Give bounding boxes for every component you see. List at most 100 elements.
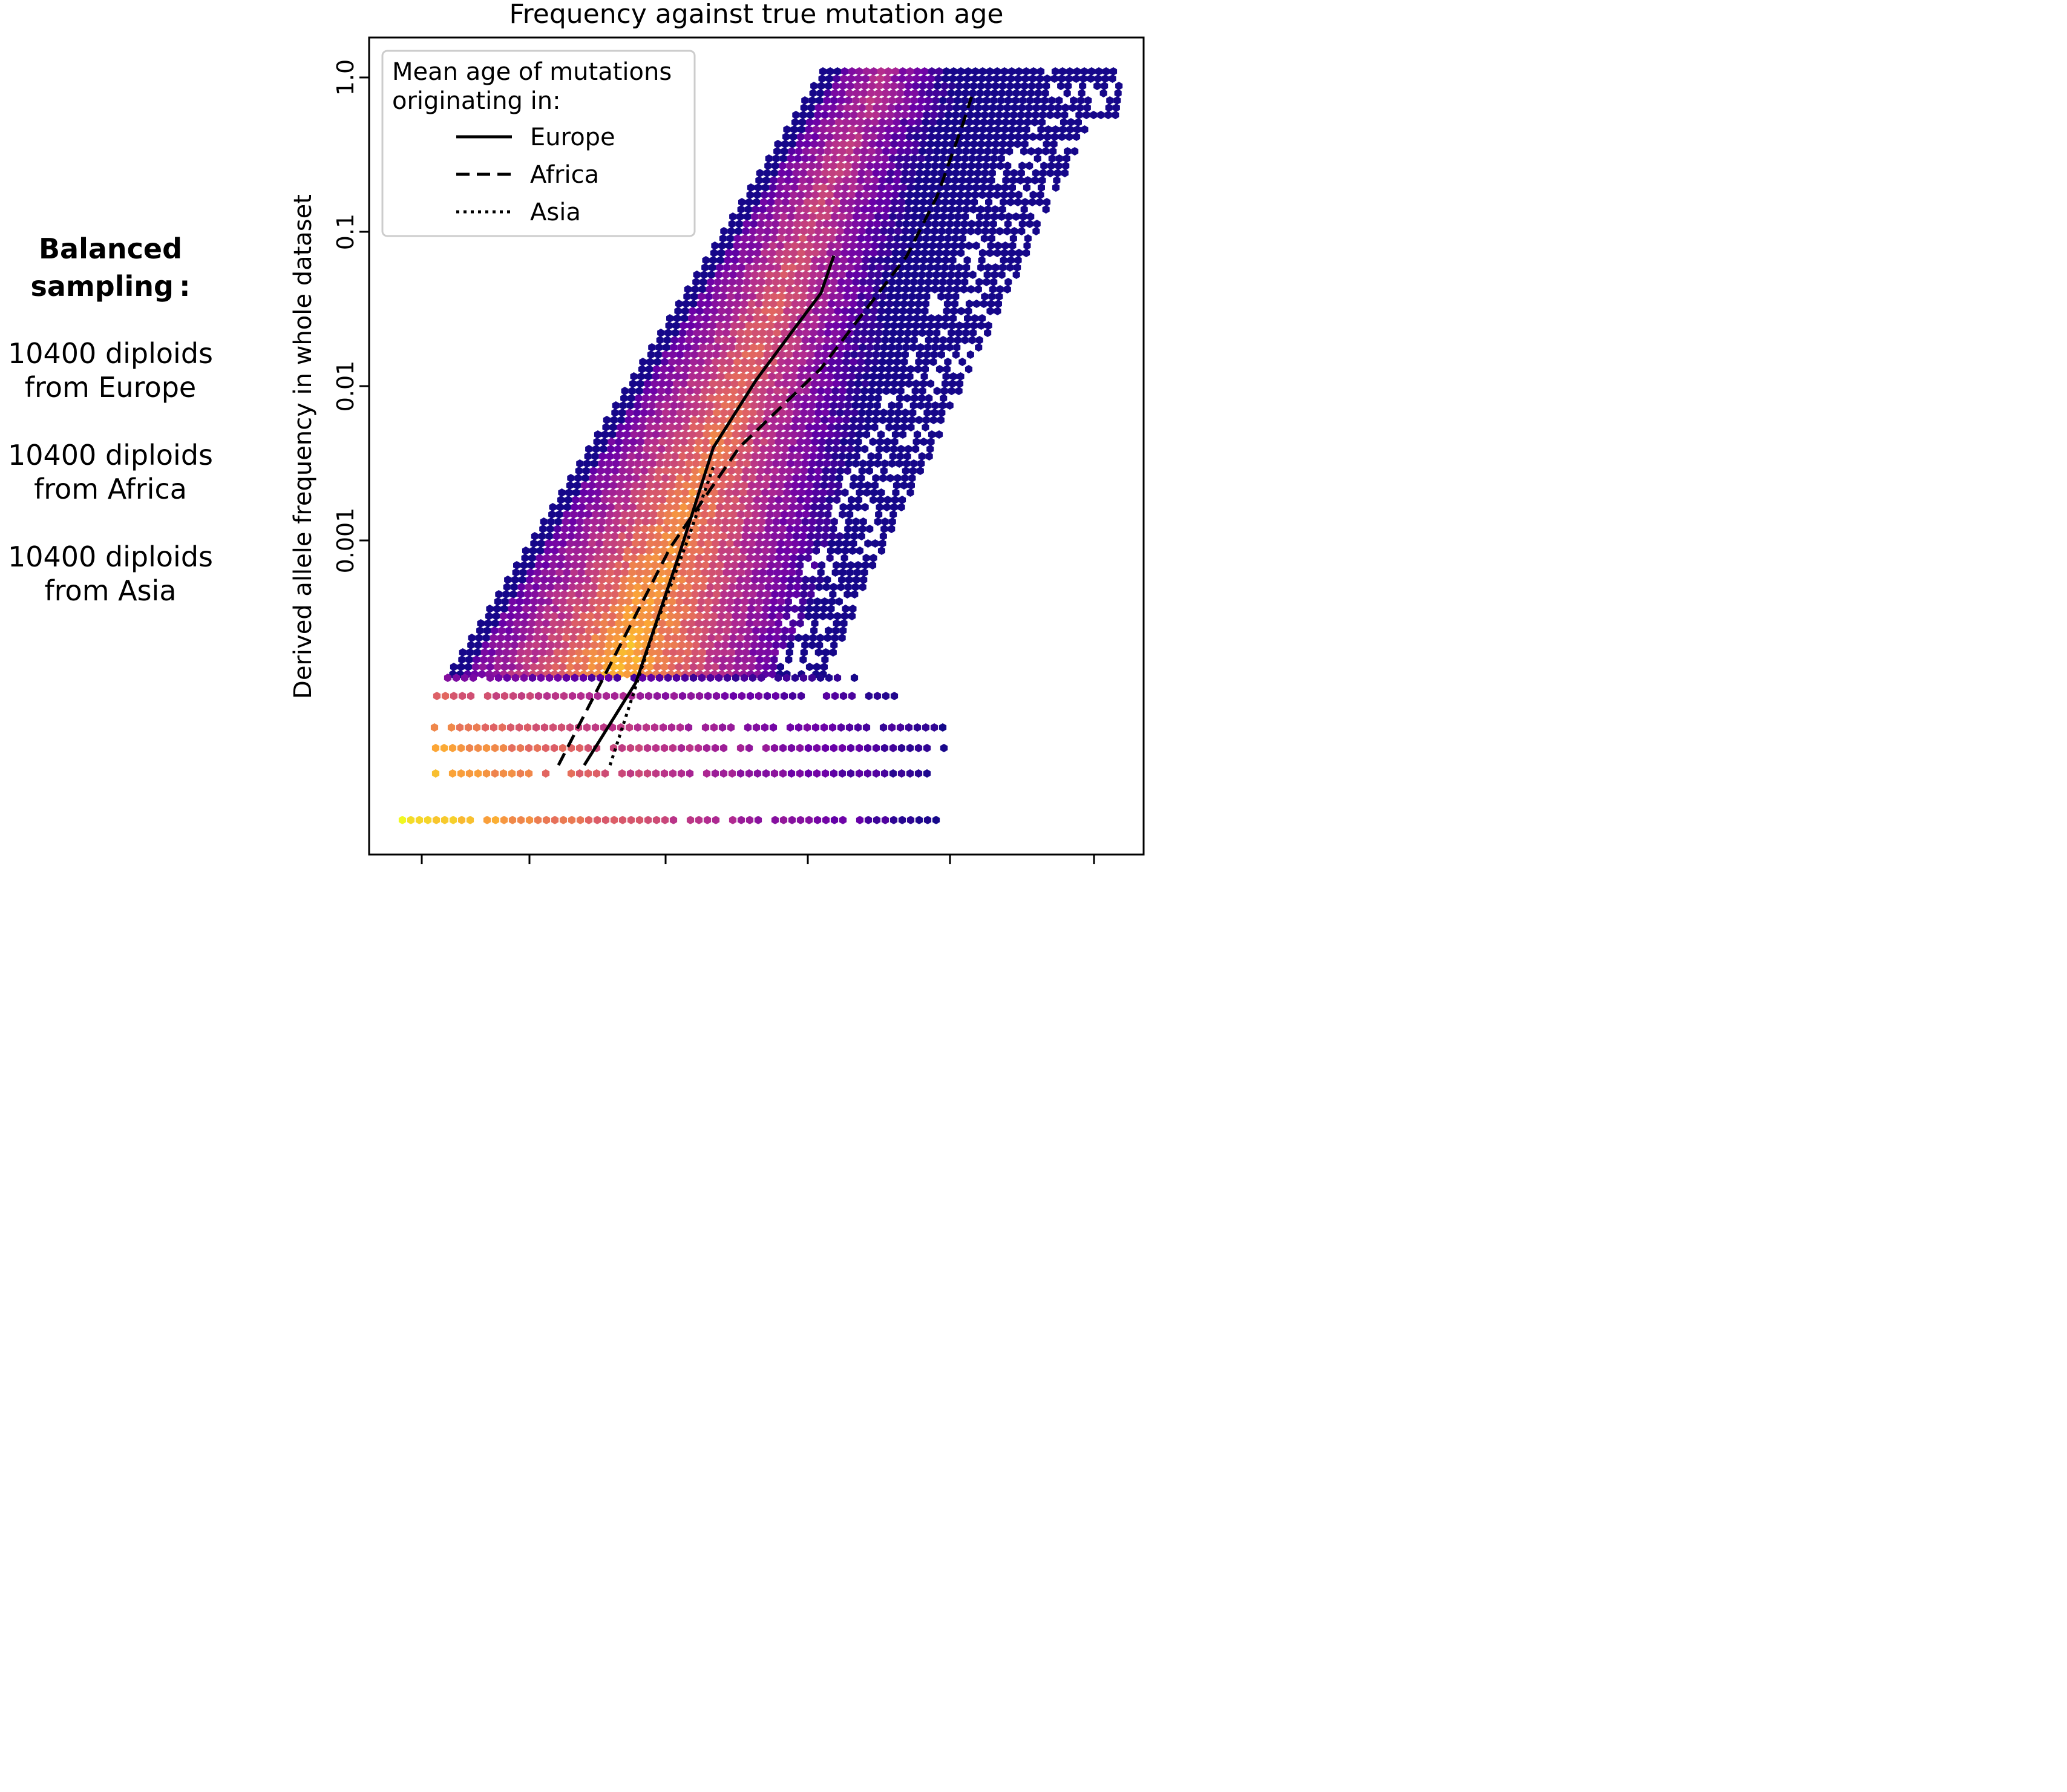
hex-cell <box>736 576 744 584</box>
hex-cell <box>729 271 737 279</box>
hex-cell <box>833 674 842 682</box>
hex-cell <box>1037 191 1044 199</box>
sampling-description: Balanced sampling : 10400 diploids from … <box>0 230 221 642</box>
hex-cell <box>764 409 771 417</box>
hex-cell <box>602 605 610 613</box>
hex-cell <box>831 329 839 337</box>
hex-cell <box>768 546 776 555</box>
hex-cell <box>432 816 441 824</box>
hex-cell <box>858 409 866 417</box>
hex-cell <box>842 423 850 432</box>
hex-cell <box>741 539 749 548</box>
hex-cell <box>897 321 905 330</box>
hex-cell <box>473 648 481 657</box>
hex-cell <box>923 350 931 359</box>
hex-cell <box>733 234 741 243</box>
hex-cell <box>424 816 432 824</box>
hex-cell <box>873 343 881 352</box>
hex-cell <box>859 401 866 410</box>
hex-cell <box>691 590 699 599</box>
hex-cell <box>887 103 895 112</box>
hex-cell <box>919 329 926 337</box>
hex-cell <box>882 271 889 279</box>
hex-cell <box>630 372 638 381</box>
hex-cell <box>533 744 542 752</box>
hex-cell <box>658 379 666 388</box>
hex-cell <box>692 583 699 591</box>
hex-cell <box>827 488 834 497</box>
hex-cell <box>1010 169 1018 177</box>
hex-cell <box>1000 191 1008 199</box>
hex-cell <box>865 467 873 475</box>
hex-cell <box>641 525 649 533</box>
hex-cell <box>762 300 770 308</box>
hex-cell <box>787 634 795 642</box>
hex-cell <box>998 89 1006 97</box>
hex-cell <box>607 445 615 453</box>
hex-cell <box>876 438 884 446</box>
hex-cell <box>605 517 613 526</box>
hex-cell <box>705 532 713 540</box>
hex-cell <box>689 674 698 682</box>
hex-cell <box>788 445 796 453</box>
hex-cell <box>1031 176 1039 185</box>
hex-cell <box>956 198 964 206</box>
hex-cell <box>742 583 750 591</box>
hex-cell <box>737 205 745 214</box>
hex-cell <box>819 249 827 257</box>
hex-cell <box>886 169 894 177</box>
hex-cell <box>504 634 512 642</box>
hex-cell <box>723 445 731 453</box>
hex-cell <box>948 147 955 156</box>
hex-cell <box>601 816 610 824</box>
hex-cell <box>977 147 984 156</box>
hex-cell <box>1070 96 1078 105</box>
hex-cell <box>841 546 849 555</box>
hex-cell <box>502 590 510 599</box>
hex-cell <box>838 89 846 97</box>
hex-cell <box>882 692 890 700</box>
hex-cell <box>491 744 499 752</box>
hex-cell <box>566 481 574 490</box>
hex-cell <box>636 503 644 511</box>
hex-cell <box>817 147 825 156</box>
hex-cell <box>551 605 559 613</box>
hex-cell <box>639 358 647 366</box>
hex-cell <box>779 162 787 170</box>
hex-cell <box>1079 82 1087 90</box>
hex-cell <box>839 147 847 156</box>
hex-cell <box>733 241 741 250</box>
hex-cell <box>687 379 695 388</box>
hex-cell <box>920 133 928 141</box>
hex-cell <box>490 723 498 732</box>
hex-cell <box>546 525 554 533</box>
hex-cell <box>836 350 844 359</box>
hex-cell <box>844 285 851 294</box>
hex-cell <box>631 423 639 432</box>
hex-cell <box>871 539 879 548</box>
hex-cell <box>699 525 707 533</box>
hex-cell <box>825 321 833 330</box>
hex-cell <box>974 285 982 294</box>
hex-cell <box>793 227 801 235</box>
hex-cell <box>900 416 908 424</box>
hex-cell <box>671 634 679 642</box>
hex-cell <box>704 597 712 606</box>
hex-cell <box>911 147 919 156</box>
hex-cell <box>557 496 565 504</box>
hex-cell <box>542 769 550 778</box>
hex-cell <box>689 663 697 671</box>
hex-cell <box>580 605 588 613</box>
hex-cell <box>891 372 899 381</box>
hex-cell <box>896 154 903 163</box>
hex-cell <box>526 568 534 577</box>
hex-cell <box>930 723 939 732</box>
hex-cell <box>619 401 627 410</box>
hex-cell <box>718 723 727 732</box>
hex-cell <box>636 445 644 453</box>
hex-cell <box>810 503 818 511</box>
hex-cell <box>517 816 525 824</box>
hex-cell <box>827 546 834 555</box>
hex-cell <box>682 423 690 432</box>
hex-cell <box>765 452 773 461</box>
